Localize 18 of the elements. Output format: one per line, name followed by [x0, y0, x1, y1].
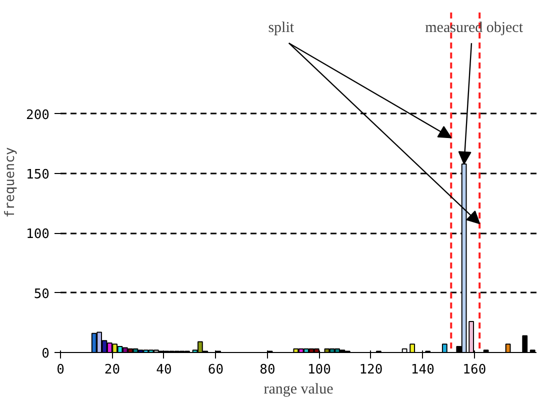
y-axis-title: frequency: [3, 147, 18, 218]
x-tick-label: 60: [208, 362, 224, 378]
y-tick-label: 200: [26, 108, 50, 123]
x-tick-label: 40: [156, 362, 172, 378]
annotation: split: [268, 20, 295, 36]
x-tick-label: 160: [462, 362, 486, 378]
y-tick-label: 100: [26, 227, 50, 242]
x-axis-title: range value: [264, 382, 334, 398]
x-tick-label: 0: [56, 362, 64, 378]
x-tick-label: 20: [104, 362, 120, 378]
x-tick-label: 140: [410, 362, 434, 378]
y-tick-label: 150: [26, 168, 50, 183]
x-tick-label: 100: [307, 362, 331, 378]
x-tick-label: 120: [359, 362, 383, 378]
x-tick-label: 80: [260, 362, 276, 378]
y-tick-label: 0: [42, 346, 50, 362]
annotation: measured object: [425, 20, 524, 36]
y-tick-label: 50: [34, 286, 50, 302]
